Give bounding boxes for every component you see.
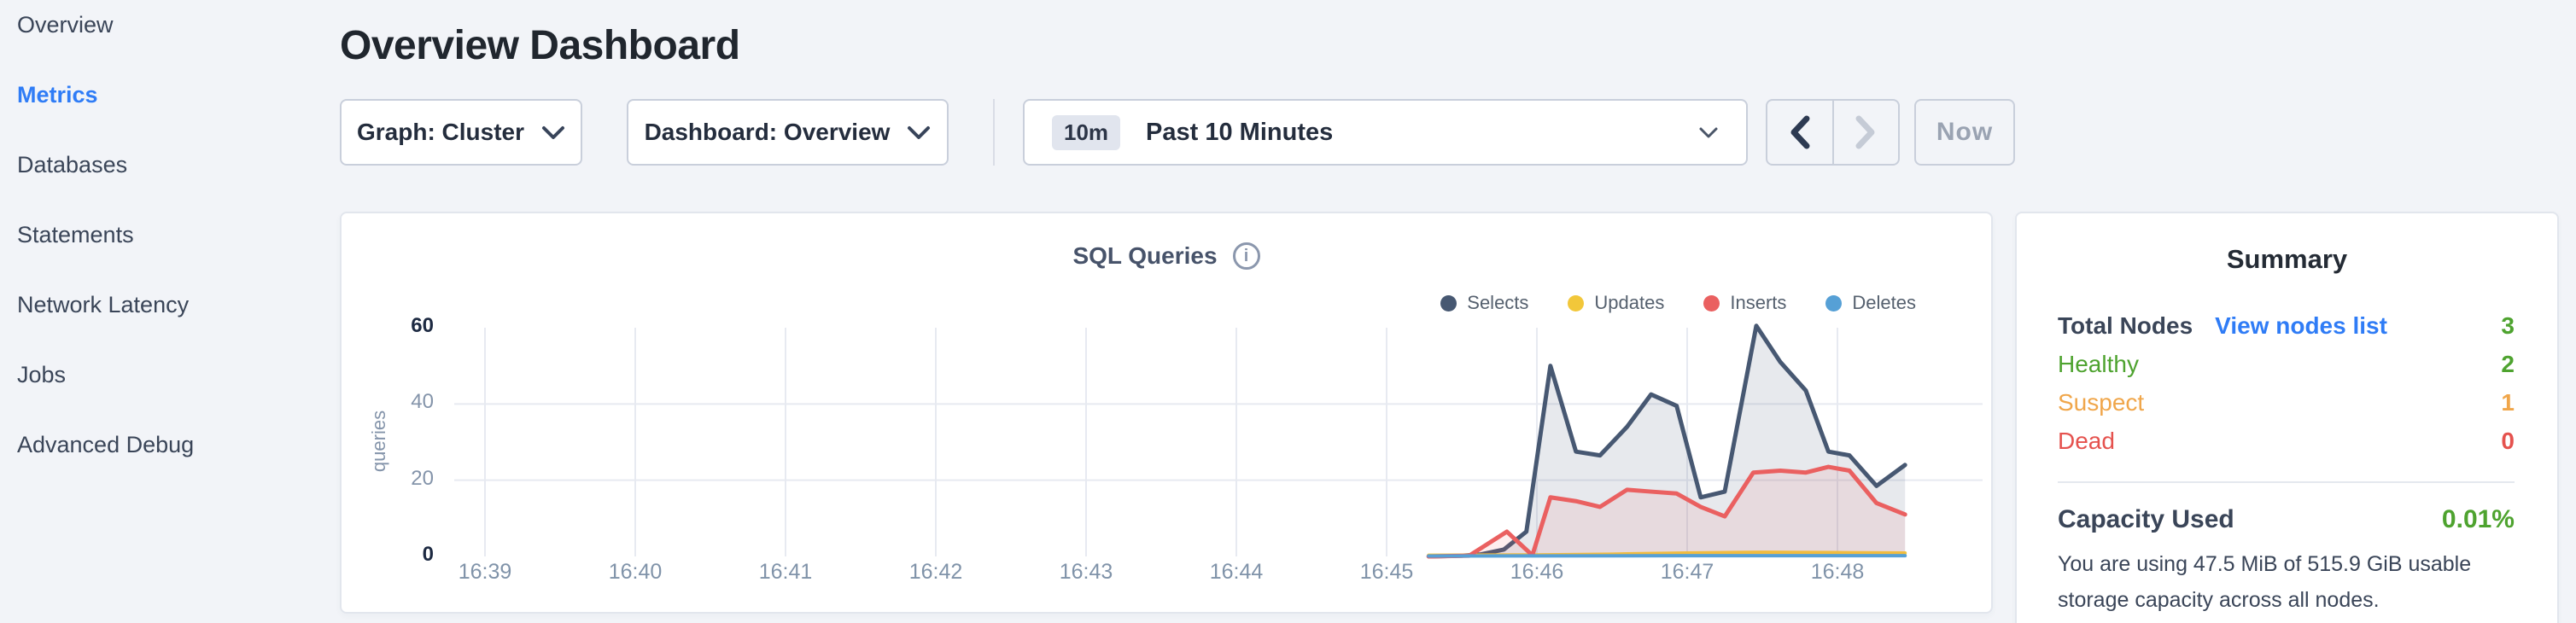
graph-dropdown[interactable]: Graph: Cluster <box>340 99 582 166</box>
graph-dropdown-label: Graph: Cluster <box>356 119 525 145</box>
chevron-down-icon <box>1699 127 1718 137</box>
x-tick-label: 16:44 <box>1210 560 1264 584</box>
y-tick-label: 0 <box>422 543 434 566</box>
sidebar-item-jobs[interactable]: Jobs <box>17 362 67 387</box>
capacity-label: Capacity Used <box>2058 505 2234 533</box>
dashboard-dropdown[interactable]: Dashboard: Overview <box>627 99 949 166</box>
capacity-value: 0.01% <box>2441 505 2515 533</box>
summary-row-value: 2 <box>2501 351 2515 377</box>
summary-panel: Summary Total Nodes View nodes list 3 Healt… <box>2015 212 2559 623</box>
summary-row-value: 1 <box>2501 389 2515 416</box>
legend-dot-icon <box>1440 294 1457 312</box>
sidebar: Overview Metrics Databases Statements Networ… <box>0 0 333 623</box>
y-tick-label: 60 <box>411 314 434 337</box>
chart-legend: Selects Updates Inserts Deletes <box>1440 292 1916 314</box>
sidebar-item-statements[interactable]: Statements <box>17 222 134 247</box>
legend-dot-icon <box>1568 294 1585 312</box>
summary-row-value: 3 <box>2501 312 2515 339</box>
summary-row-total-nodes: Total Nodes View nodes list 3 <box>2058 312 2515 351</box>
time-range-dropdown[interactable]: 10m Past 10 Minutes <box>1023 99 1748 166</box>
x-tick-label: 16:48 <box>1811 560 1865 584</box>
divider <box>993 99 995 166</box>
legend-label: Updates <box>1594 292 1665 313</box>
sidebar-item-network-latency[interactable]: Network Latency <box>17 292 190 317</box>
capacity-row: Capacity Used 0.01% <box>2058 505 2515 534</box>
legend-label: Selects <box>1467 292 1529 313</box>
time-range-badge: 10m <box>1052 114 1121 150</box>
summary-row-healthy: Healthy 2 <box>2058 351 2515 389</box>
legend-label: Deletes <box>1852 292 1916 313</box>
sql-queries-chart[interactable]: 16:39 16:40 16:41 16:42 16:43 16:44 16:45 16:46… <box>454 317 1991 591</box>
info-icon[interactable]: i <box>1232 242 1260 270</box>
chevron-down-icon <box>908 125 931 139</box>
summary-row-value: 0 <box>2501 428 2515 454</box>
summary-row-dead: Dead 0 <box>2058 428 2515 466</box>
x-tick-label: 16:41 <box>759 560 813 584</box>
sidebar-item-metrics[interactable]: Metrics <box>17 82 98 108</box>
controls-row: Graph: Cluster Dashboard: Overview 10m P… <box>340 99 2015 166</box>
prev-time-button[interactable] <box>1767 101 1832 164</box>
legend-item-updates[interactable]: Updates <box>1568 292 1664 314</box>
capacity-description: You are using 47.5 MiB of 515.9 GiB usab… <box>2058 552 2472 612</box>
chart-header: SQL Queries i <box>342 242 1991 270</box>
summary-row-label: Dead <box>2058 428 2115 454</box>
main-content: Overview Dashboard Graph: Cluster Dashbo… <box>340 0 2576 623</box>
series-area-inserts <box>1428 467 1906 556</box>
summary-row-label: Suspect <box>2058 389 2145 416</box>
summary-title: Summary <box>2226 244 2348 274</box>
sidebar-item-advanced-debug[interactable]: Advanced Debug <box>17 432 195 457</box>
series-line-selects <box>1426 323 1907 559</box>
sidebar-item-databases[interactable]: Databases <box>17 152 128 178</box>
x-tick-label: 16:40 <box>609 560 663 584</box>
legend-label: Inserts <box>1730 292 1787 313</box>
page-title: Overview Dashboard <box>340 23 740 68</box>
x-tick-label: 16:45 <box>1360 560 1414 584</box>
x-tick-label: 16:39 <box>459 560 512 584</box>
sql-queries-card: SQL Queries i Selects Updates Inserts Delet… <box>340 212 1993 614</box>
summary-row-label: Total Nodes <box>2058 312 2193 339</box>
chevron-right-icon <box>1855 115 1875 149</box>
legend-item-inserts[interactable]: Inserts <box>1703 292 1786 314</box>
summary-rows: Total Nodes View nodes list 3 Healthy 2 Suspe… <box>2058 312 2515 466</box>
sidebar-nav: Overview Metrics Databases Statements Networ… <box>0 0 333 464</box>
x-tick-label: 16:47 <box>1661 560 1714 584</box>
dashboard-dropdown-label: Dashboard: Overview <box>644 119 891 145</box>
time-nav-arrows <box>1766 99 1900 166</box>
legend-item-selects[interactable]: Selects <box>1440 292 1528 314</box>
legend-item-deletes[interactable]: Deletes <box>1825 292 1916 314</box>
legend-dot-icon <box>1825 294 1843 312</box>
y-tick-label: 40 <box>411 390 434 414</box>
x-tick-label: 16:42 <box>909 560 963 584</box>
sidebar-item-overview[interactable]: Overview <box>17 12 114 38</box>
chevron-down-icon <box>542 125 565 139</box>
time-range-label: Past 10 Minutes <box>1146 118 1334 146</box>
x-tick-label: 16:46 <box>1510 560 1564 584</box>
view-nodes-list-link[interactable]: View nodes list <box>2215 312 2387 339</box>
chevron-left-icon <box>1790 115 1810 149</box>
now-button[interactable]: Now <box>1914 99 2015 166</box>
next-time-button[interactable] <box>1831 101 1899 164</box>
y-axis-title: queries <box>368 410 389 473</box>
chart-title: SQL Queries <box>1072 242 1218 269</box>
y-axis-labels: 0 20 40 60 <box>342 213 446 572</box>
summary-row-suspect: Suspect 1 <box>2058 389 2515 428</box>
summary-row-label: Healthy <box>2058 351 2139 377</box>
divider <box>2058 481 2515 483</box>
legend-dot-icon <box>1703 294 1720 312</box>
y-tick-label: 20 <box>411 466 434 490</box>
x-tick-label: 16:43 <box>1060 560 1113 584</box>
